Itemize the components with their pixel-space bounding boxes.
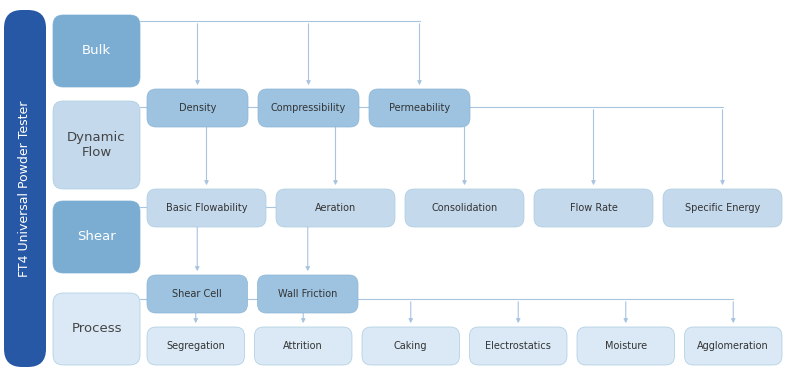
Text: Compressibility: Compressibility: [271, 103, 346, 113]
FancyBboxPatch shape: [147, 327, 245, 365]
FancyBboxPatch shape: [369, 89, 470, 127]
FancyBboxPatch shape: [258, 275, 358, 313]
Text: FT4 Universal Powder Tester: FT4 Universal Powder Tester: [18, 100, 31, 277]
Text: Wall Friction: Wall Friction: [278, 289, 338, 299]
Text: Shear: Shear: [77, 230, 116, 244]
FancyBboxPatch shape: [258, 89, 359, 127]
Text: Density: Density: [179, 103, 216, 113]
FancyBboxPatch shape: [4, 10, 46, 367]
Text: Electrostatics: Electrostatics: [486, 341, 551, 351]
Text: Specific Energy: Specific Energy: [685, 203, 760, 213]
Text: Caking: Caking: [394, 341, 427, 351]
FancyBboxPatch shape: [663, 189, 782, 227]
FancyBboxPatch shape: [53, 15, 140, 87]
Text: Bulk: Bulk: [82, 44, 111, 58]
FancyBboxPatch shape: [362, 327, 459, 365]
Text: Dynamic
Flow: Dynamic Flow: [67, 131, 126, 159]
Text: Agglomeration: Agglomeration: [698, 341, 769, 351]
Text: Consolidation: Consolidation: [431, 203, 498, 213]
Text: Shear Cell: Shear Cell: [172, 289, 222, 299]
Text: Process: Process: [71, 322, 122, 336]
FancyBboxPatch shape: [147, 189, 266, 227]
Text: Flow Rate: Flow Rate: [570, 203, 618, 213]
Text: Moisture: Moisture: [605, 341, 647, 351]
FancyBboxPatch shape: [147, 89, 248, 127]
Text: Aeration: Aeration: [315, 203, 356, 213]
FancyBboxPatch shape: [276, 189, 395, 227]
FancyBboxPatch shape: [685, 327, 782, 365]
FancyBboxPatch shape: [534, 189, 653, 227]
FancyBboxPatch shape: [577, 327, 674, 365]
FancyBboxPatch shape: [470, 327, 567, 365]
FancyBboxPatch shape: [254, 327, 352, 365]
FancyBboxPatch shape: [405, 189, 524, 227]
FancyBboxPatch shape: [53, 101, 140, 189]
Text: Basic Flowability: Basic Flowability: [166, 203, 247, 213]
FancyBboxPatch shape: [147, 275, 247, 313]
Text: Segregation: Segregation: [166, 341, 225, 351]
FancyBboxPatch shape: [53, 201, 140, 273]
FancyBboxPatch shape: [53, 293, 140, 365]
Text: Attrition: Attrition: [283, 341, 323, 351]
Text: Permeability: Permeability: [389, 103, 450, 113]
